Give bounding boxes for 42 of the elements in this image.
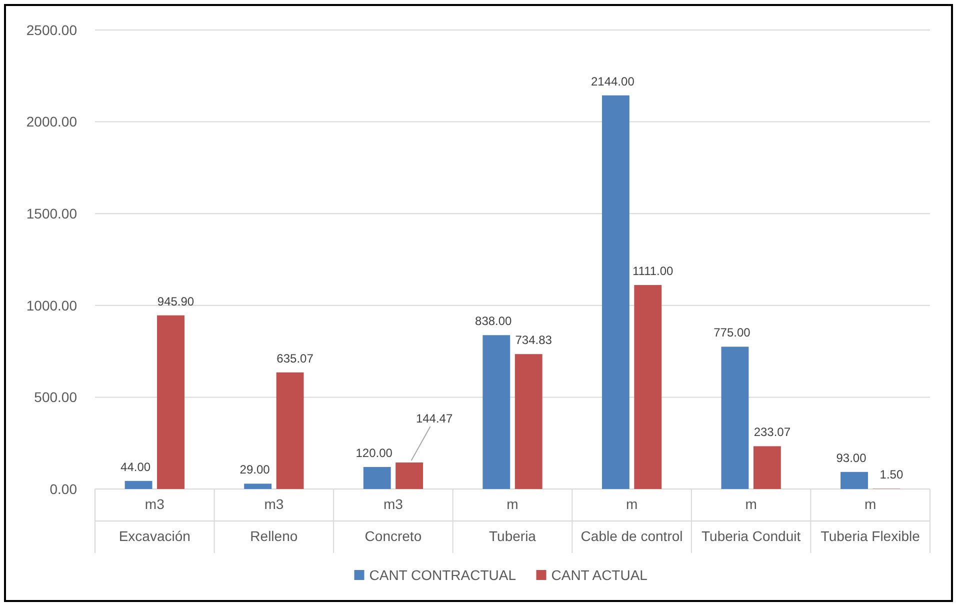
bar	[276, 372, 304, 489]
bar	[634, 285, 662, 489]
y-tick-label: 1500.00	[26, 206, 78, 222]
y-tick-label: 2000.00	[26, 114, 78, 130]
x-tick-label: m Tuberia	[489, 496, 536, 544]
x-tick-label: m3 Excavación	[118, 496, 190, 544]
x-tick-label: m3 Relleno	[250, 496, 298, 544]
x-tick-label: m Tuberia Conduit	[702, 496, 801, 544]
data-label: 44.00	[120, 460, 151, 474]
data-label: 144.47	[416, 411, 453, 426]
data-label: 775.00	[714, 326, 751, 340]
bar	[157, 315, 184, 489]
x-tick-label: m Cable de control	[580, 496, 683, 544]
bar	[840, 472, 868, 489]
data-label: 29.00	[240, 462, 270, 477]
y-tick-label: 2500.00	[26, 22, 78, 38]
bar	[721, 346, 749, 489]
data-label: 1.50	[880, 468, 904, 482]
bar	[753, 446, 781, 489]
bar	[602, 95, 630, 489]
legend-label: CANT CONTRACTUAL	[369, 566, 516, 583]
data-label: 120.00	[356, 446, 393, 460]
bar	[244, 484, 272, 489]
bar	[124, 480, 152, 489]
data-label: 838.00	[475, 314, 512, 328]
data-label: 1111.00	[632, 264, 674, 278]
data-label: 945.90	[157, 294, 194, 308]
y-tick-label: 0.00	[50, 480, 78, 497]
data-label: 2144.00	[590, 74, 635, 88]
x-tick-label: m Tuberia Flexible	[820, 496, 920, 544]
y-tick-label: 500.00	[34, 389, 78, 406]
bar	[363, 466, 391, 489]
bar	[482, 335, 510, 489]
x-tick-label: m3 Concreto	[364, 496, 422, 544]
y-tick-label: 1000.00	[26, 297, 78, 314]
legend-label: CANT ACTUAL	[551, 566, 648, 583]
bar	[514, 354, 542, 489]
data-label: 93.00	[836, 450, 867, 465]
data-label: 734.83	[515, 333, 552, 348]
data-label: 233.07	[754, 425, 791, 440]
bar	[396, 462, 424, 489]
data-label: 635.07	[276, 351, 314, 366]
